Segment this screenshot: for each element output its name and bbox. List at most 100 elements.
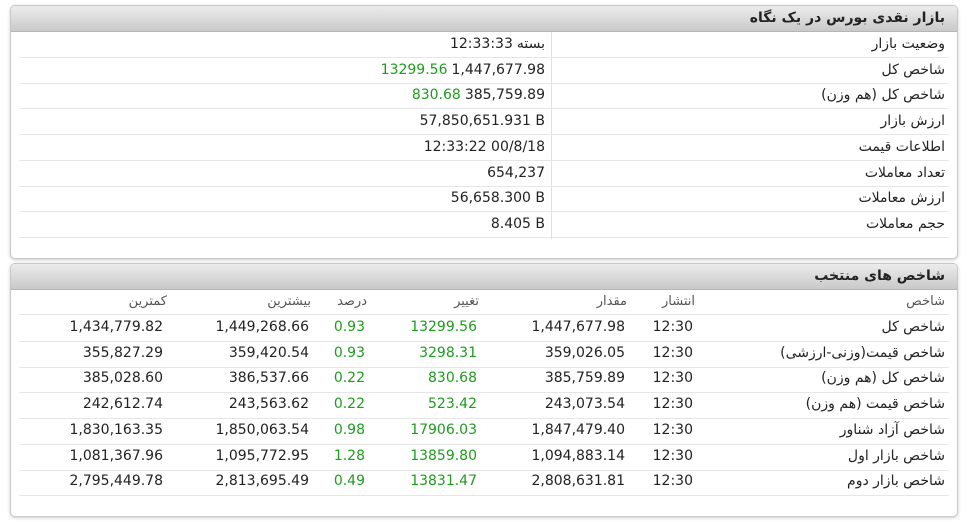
row-separator [19,366,949,368]
status: بسته [516,36,545,52]
table-cell: 12:30 [652,396,693,413]
column-header: کمترین [128,294,167,309]
table-cell: 3298.31 [419,344,477,361]
table-cell: 2,813,695.49 [215,473,309,490]
table-cell: 12:30 [652,344,693,361]
row-separator [19,469,949,471]
column-header: انتشار [662,294,695,309]
row-separator [19,185,949,187]
table-cell: 1,081,367.96 [69,447,163,464]
table-cell: 0.22 [333,370,365,387]
row-separator [19,392,949,394]
table-cell: 0.93 [333,344,365,361]
table-cell: 1,447,677.98 [531,319,625,335]
table-cell: شاخص آزاد شناور [839,421,945,438]
panel-title: بازار نقدی بورس در یک نگاه [11,6,957,32]
column-header: مقدار [596,294,627,309]
column-header: شاخص [906,294,945,309]
row-label: شاخص کل [881,61,945,78]
table-cell: شاخص بازار دوم [847,473,945,490]
value: 56,658.300 B [450,190,545,207]
table-cell: 2,808,631.81 [531,473,625,490]
row-label: اطلاعات قیمت [858,138,945,155]
row-separator [19,134,949,136]
table-cell: 13831.47 [410,473,477,490]
table-cell: 12:30 [652,319,693,335]
summary-panel: بازار نقدی بورس در یک نگاه وضعیت بازار 12… [10,5,958,259]
column-header: بیشترین [267,294,311,309]
table-cell: 243,073.54 [544,396,625,413]
row-separator [19,443,949,445]
table-cell: 359,420.54 [228,344,309,361]
row-label: حجم معاملات [865,215,945,232]
table-cell: 355,827.29 [82,344,163,361]
row-value: 830.68 385,759.89 [412,87,545,103]
table-cell: 1,850,063.54 [215,421,309,438]
table-cell: 359,026.05 [544,344,625,361]
table-cell: 830.68 [428,370,477,387]
indices-panel: شاخص های منتخب شاخص انتشار مقدار تغییر درصد ب… [10,263,958,517]
row-separator [19,108,949,110]
row-separator [19,82,949,84]
row-separator [19,159,949,161]
table-cell: شاخص قیمت (هم وزن) [805,396,945,413]
row-separator [19,236,949,238]
column-header: درصد [337,294,367,309]
table-cell: شاخص کل (هم وزن) [821,370,945,387]
value: 57,850,651.931 B [419,113,545,130]
table-cell: 1,094,883.14 [531,447,625,464]
column-divider [551,32,552,239]
change: 13299.56 [380,61,448,78]
value: 385,759.89 [464,87,545,104]
value: 654,237 [487,164,545,181]
change: 830.68 [411,87,461,104]
table-cell: 1,434,779.82 [69,319,163,335]
table-cell: 13299.56 [410,319,477,335]
table-cell: شاخص بازار اول [847,447,945,464]
table-cell: 12:30 [652,447,693,464]
value: 1,447,677.98 [451,61,545,78]
row-separator [19,341,949,342]
table-cell: شاخص قیمت(وزنی-ارزشی) [780,344,945,361]
table-cell: 385,759.89 [544,370,625,387]
table-cell: 1,830,163.35 [69,421,163,438]
row-separator [19,495,949,497]
row-value: 56,658.300 B [451,190,545,206]
table-cell: 1,095,772.95 [215,447,309,464]
table-cell: 243,563.62 [228,396,309,413]
table-cell: 1,449,268.66 [215,319,309,335]
row-value: 13299.56 1,447,677.98 [381,62,545,78]
value: 12:33:22 00/8/18 [423,138,545,155]
table-cell: 0.93 [333,319,365,335]
table-cell: 0.22 [333,396,365,413]
row-separator [19,57,949,58]
table-cell: 0.49 [333,473,365,490]
table-cell: 385,028.60 [82,370,163,387]
row-separator [19,211,949,213]
row-label: ارزش معاملات [858,190,945,207]
value: 8.405 B [490,215,545,232]
table-cell: 2,795,449.78 [69,473,163,490]
table-cell: 242,612.74 [82,396,163,413]
table-cell: 0.98 [333,421,365,438]
row-value: 12:33:33 بسته [450,36,545,52]
value: 12:33:33 [449,36,513,52]
table-cell: 523.42 [428,396,477,413]
row-label: تعداد معاملات [864,164,945,181]
panel-title: شاخص های منتخب [11,264,957,290]
table-cell: 1,847,479.40 [531,421,625,438]
table-cell: 17906.03 [410,421,477,438]
row-label: ارزش بازار [880,113,945,130]
row-value: 57,850,651.931 B [420,113,545,129]
table-cell: شاخص کل [881,319,945,335]
row-label: شاخص کل (هم وزن) [821,87,945,104]
table-cell: 12:30 [652,473,693,490]
table-cell: 386,537.66 [228,370,309,387]
table-cell: 12:30 [652,421,693,438]
table-cell: 1.28 [333,447,365,464]
row-separator [19,418,949,420]
row-value: 654,237 [487,165,545,181]
table-cell: 13859.80 [410,447,477,464]
row-value: 8.405 B [491,216,545,232]
